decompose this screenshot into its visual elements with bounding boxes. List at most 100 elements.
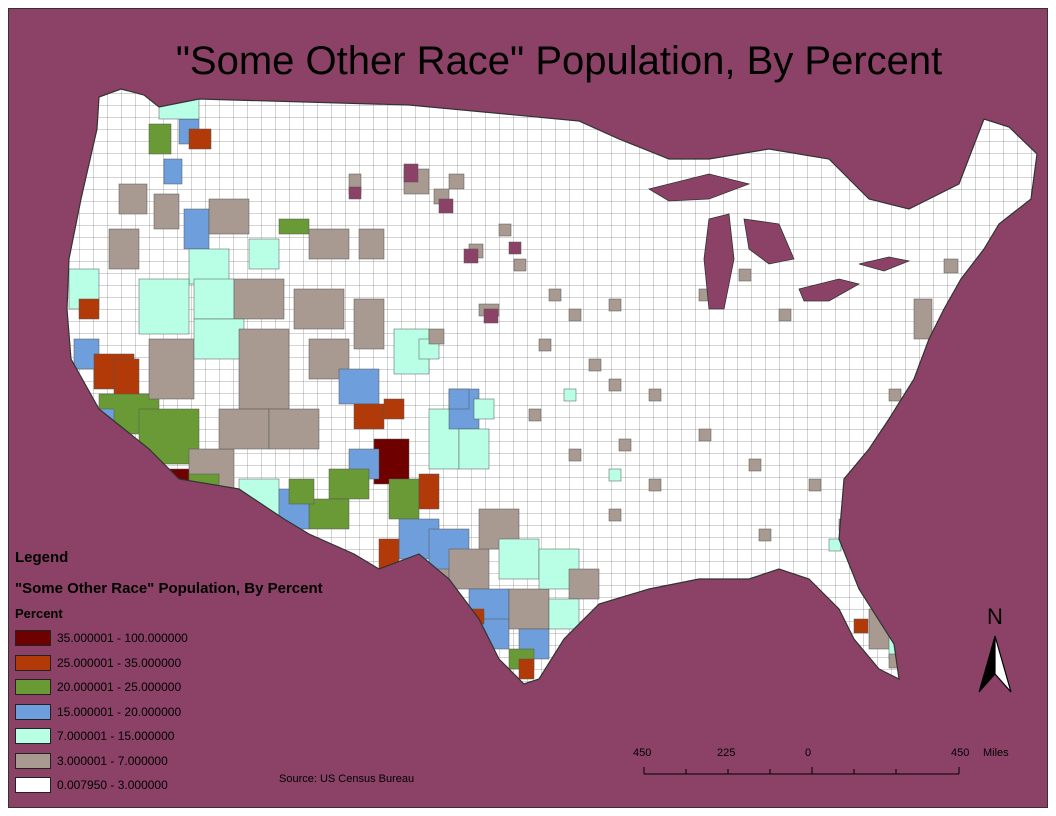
county-patch [608,378,622,392]
north-arrow: N [971,604,1019,699]
scale-label: 225 [717,747,736,759]
county-patch [293,288,345,330]
scale-label: 450 [633,747,652,759]
county-patch [418,473,440,510]
county-patch [518,658,535,680]
map-title: "Some Other Race" Population, By Percent [175,39,943,83]
legend-swatch [15,752,51,769]
legend: Legend "Some Other Race" Population, By … [15,549,395,798]
legend-item: 35.000001 - 100.000000 [15,626,395,651]
scale-unit: Miles [983,747,1009,759]
county-patch [943,258,959,274]
county-patch [148,123,172,155]
county-patch [608,508,622,522]
legend-item-label: 15.000001 - 20.000000 [57,704,182,719]
scale-label: 0 [805,747,812,759]
county-patch [738,268,752,282]
county-patch [238,328,290,410]
county-patch [348,186,362,200]
county-patch [888,388,902,402]
county-patch [513,258,527,272]
county-patch [853,618,869,634]
county-patch [353,403,385,430]
county-patch [233,278,285,320]
county-patch [608,468,622,482]
county-patch [373,438,410,485]
county-patch [383,398,405,420]
county-patch [778,308,792,322]
county-patch [498,223,512,237]
county-patch [608,298,622,312]
legend-item-label: 20.000001 - 25.000000 [57,680,182,695]
map-frame: "Some Other Race" Population, By Percent… [8,8,1048,808]
scale-label: 450 [951,747,970,759]
county-patch [448,173,465,190]
county-patch [528,408,542,422]
county-patch [438,198,454,214]
legend-item-label: 25.000001 - 35.000000 [57,655,182,670]
county-patch [648,478,662,492]
county-patch [163,158,183,185]
scale-bar: 450 225 0 450 Miles [629,747,1047,787]
legend-item: 0.007950 - 3.000000 [15,773,395,798]
county-patch [403,163,419,183]
county-patch [548,288,562,302]
legend-item-label: 35.000001 - 100.000000 [57,631,188,646]
county-patch [388,478,420,520]
north-arrow-icon [978,635,1012,693]
county-patch [563,388,577,402]
map-canvas [9,9,1047,807]
county-patch [748,458,762,472]
county-patch [193,318,245,360]
legend-swatch [15,777,51,794]
great-lakes [647,173,911,310]
legend-item-label: 0.007950 - 3.000000 [57,778,168,793]
county-patch [108,228,140,270]
county-patch [183,208,210,250]
legend-item: 20.000001 - 25.000000 [15,675,395,700]
county-patch [248,238,280,270]
legend-swatch [15,679,51,696]
county-patch [353,298,385,350]
county-patch [473,398,495,420]
county-patch [328,468,370,500]
county-patch [588,358,602,372]
county-patch [913,298,933,340]
county-patch [498,538,540,580]
legend-swatch [15,703,51,720]
county-patch [548,598,580,630]
county-patch [208,198,250,235]
legend-item: 25.000001 - 35.000000 [15,651,395,676]
county-patch [448,548,490,590]
legend-item: 7.000001 - 15.000000 [15,724,395,749]
county-patch [483,308,499,324]
legend-item: 15.000001 - 20.000000 [15,700,395,725]
county-patch [568,308,582,322]
county-patch [78,298,100,320]
county-patch [138,278,190,335]
county-patch [188,248,230,285]
county-patch [278,218,310,235]
county-patch [153,193,180,230]
county-patch [268,408,320,450]
county-highlights [68,98,1007,680]
us-outline [66,88,1038,685]
legend-swatch [15,728,51,745]
county-patch [148,338,195,400]
county-patch [458,428,490,470]
legend-swatch [15,654,51,671]
county-patch [648,388,662,402]
legend-item-label: 7.000001 - 15.000000 [57,729,175,744]
county-patch [698,428,712,442]
legend-item-label: 3.000001 - 7.000000 [57,753,168,768]
county-patch [193,278,235,320]
county-patch [188,128,212,150]
legend-item: 3.000001 - 7.000000 [15,749,395,774]
county-patch [113,358,140,400]
scale-bar-graphic [643,767,960,775]
source-credit: Source: US Census Bureau [279,773,415,785]
county-patch [308,498,350,530]
county-patch [428,328,445,345]
county-patch [463,248,479,264]
county-patch [508,588,550,630]
